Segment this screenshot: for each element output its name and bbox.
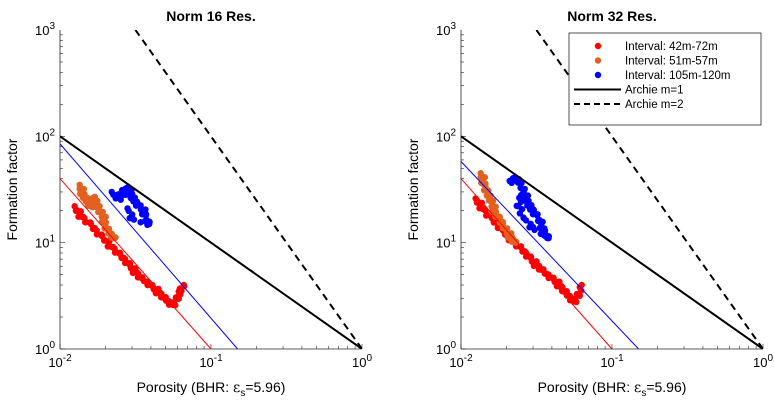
x-tick-label-base: 10 (600, 355, 614, 370)
x-tick-label-exponent: -2 (63, 353, 72, 364)
archie-m2-line (134, 30, 362, 349)
fit-line-1 (60, 178, 212, 349)
data-point (573, 290, 581, 298)
data-point (124, 205, 131, 212)
x-tick-label-exponent: -2 (464, 353, 473, 364)
y-tick-label-base: 10 (35, 129, 49, 144)
legend-label: Archie m=1 (625, 85, 683, 97)
x-tick-label: 10-2 (449, 353, 473, 370)
data-point (543, 234, 551, 242)
y-tick-label-exponent: 0 (49, 340, 55, 351)
fit-line-2 (461, 161, 639, 349)
y-tick-label: 101 (35, 234, 55, 251)
archie-m1-line (461, 135, 763, 349)
y-tick-label-base: 10 (436, 236, 450, 251)
legend-label: Archie m=2 (625, 99, 683, 111)
fit-line-1 (461, 178, 613, 349)
y-tick-label-base: 10 (35, 342, 49, 357)
x-tick-label-exponent: 0 (767, 353, 773, 364)
x-tick-label: 100 (753, 353, 773, 370)
plot-area (60, 30, 362, 349)
y-tick-label-exponent: 1 (49, 234, 55, 245)
series-1 (71, 203, 188, 309)
legend: Interval: 42m-72m Interval: 51m-57m Interv… (568, 32, 762, 126)
y-tick-label-exponent: 2 (450, 127, 456, 138)
y-tick-label-base: 10 (436, 129, 450, 144)
data-point (520, 214, 527, 221)
data-point (537, 230, 544, 238)
data-point (144, 221, 151, 229)
y-tick-label: 100 (436, 340, 456, 357)
series-3 (506, 174, 553, 242)
chart-title: Norm 32 Res. (567, 8, 656, 24)
y-tick-label: 100 (35, 340, 55, 357)
data-point (512, 239, 519, 246)
x-tick-label-exponent: -1 (214, 353, 223, 364)
x-axis-label: Porosity (BHR: εs=5.96) (137, 379, 286, 399)
x-tick-label: 100 (352, 353, 372, 370)
x-tick-label: 10-1 (600, 353, 624, 370)
legend-label: Interval: 51m-57m (625, 56, 718, 68)
x-axis-label: Porosity (BHR: εs=5.96) (538, 379, 687, 399)
y-axis-label: Formation factor (4, 138, 20, 240)
y-tick-label-base: 10 (436, 23, 450, 38)
legend-box (568, 32, 762, 126)
y-tick-label-exponent: 3 (49, 21, 55, 32)
x-tick-label-base: 10 (352, 355, 366, 370)
y-tick-label-base: 10 (35, 236, 49, 251)
y-tick-label: 103 (35, 21, 55, 38)
data-point (180, 281, 187, 289)
y-tick-label-exponent: 1 (450, 234, 456, 245)
legend-label: Interval: 105m-120m (625, 70, 730, 82)
series-2 (76, 181, 119, 242)
data-point (571, 295, 579, 303)
archie-m1-line (60, 135, 362, 349)
data-point (527, 220, 534, 228)
y-tick-label-base: 10 (436, 342, 450, 357)
legend-marker (594, 71, 602, 79)
y-tick-label-exponent: 2 (49, 127, 55, 138)
fit-line-2 (60, 143, 238, 349)
y-tick-label-exponent: 0 (450, 340, 456, 351)
y-tick-label-exponent: 3 (450, 21, 456, 32)
x-tick-label: 10-2 (48, 353, 72, 370)
y-tick-label: 102 (35, 127, 55, 144)
y-tick-label: 102 (436, 127, 456, 144)
x-tick-label-exponent: 0 (366, 353, 372, 364)
legend-marker (594, 42, 602, 50)
data-point (111, 249, 119, 256)
data-point (482, 212, 490, 219)
x-tick-label-exponent: -1 (615, 353, 624, 364)
y-tick-label-base: 10 (35, 23, 49, 38)
series-3 (108, 184, 153, 229)
plot-area (461, 30, 763, 349)
x-tick-label-base: 10 (48, 355, 62, 370)
legend-marker (594, 57, 602, 64)
data-point (137, 219, 144, 226)
data-point (513, 202, 520, 210)
x-tick-label-base: 10 (753, 355, 767, 370)
data-point (111, 235, 118, 242)
x-tick-label: 10-1 (199, 353, 223, 370)
data-point (81, 219, 89, 226)
y-axis-label: Formation factor (405, 138, 421, 240)
data-point (517, 191, 525, 199)
y-tick-label: 101 (436, 234, 456, 251)
chart-title: Norm 16 Res. (166, 8, 255, 24)
x-tick-label-base: 10 (449, 355, 463, 370)
x-tick-label-base: 10 (199, 355, 213, 370)
legend-label: Interval: 42m-72m (625, 41, 718, 53)
y-tick-label: 103 (436, 21, 456, 38)
